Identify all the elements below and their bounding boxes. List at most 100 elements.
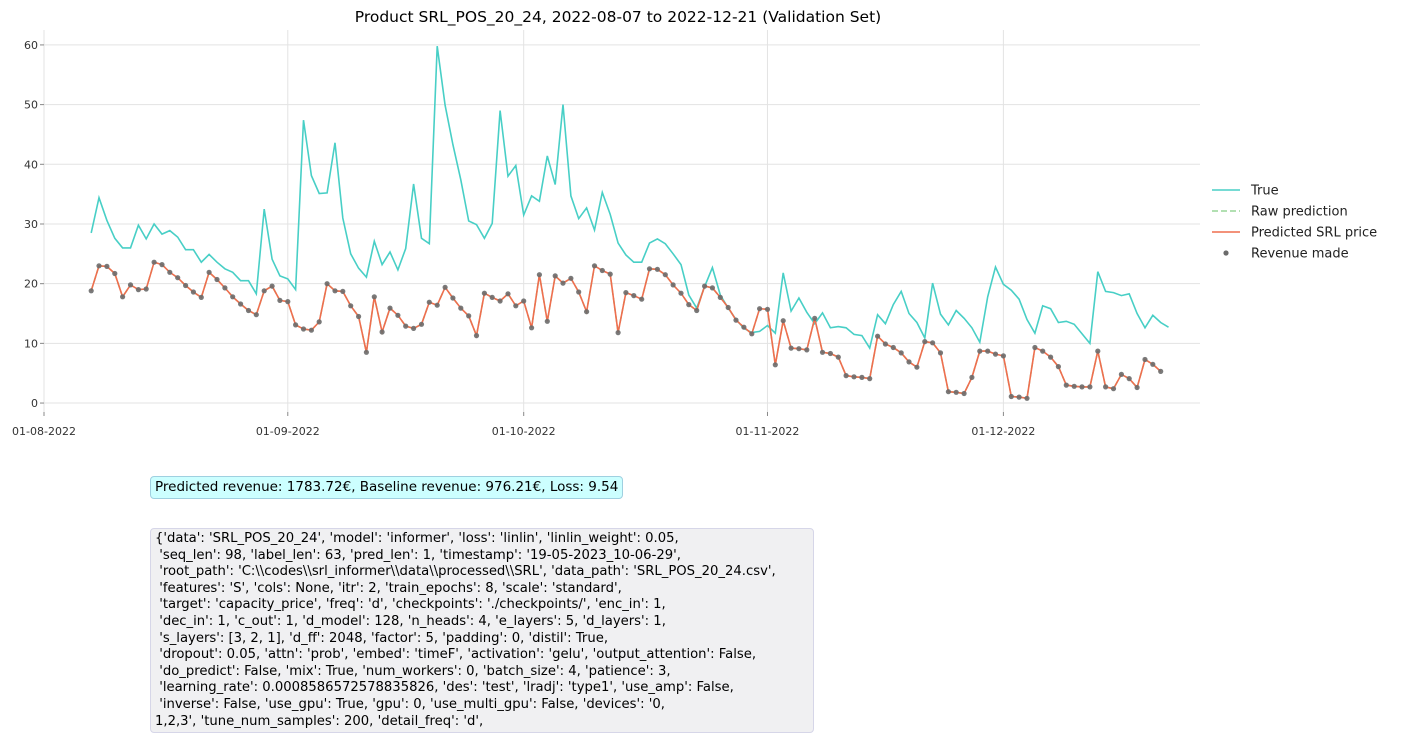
revenue-point — [639, 296, 645, 302]
revenue-point — [1008, 393, 1014, 400]
revenue-point — [159, 262, 165, 268]
revenue-point — [953, 389, 959, 395]
validation-chart: Product SRL_POS_20_24, 2022-08-07 to 202… — [12, 8, 1377, 438]
x-tick-label: 01-10-2022 — [492, 425, 556, 438]
revenue-point — [261, 288, 267, 294]
revenue-point — [88, 288, 94, 294]
revenue-point — [458, 305, 464, 311]
revenue-point — [450, 295, 456, 301]
revenue-point — [914, 364, 920, 370]
series-true — [90, 45, 1169, 351]
revenue-point — [1024, 395, 1030, 401]
revenue-point — [568, 275, 574, 281]
revenue-point — [1079, 384, 1085, 390]
revenue-point — [300, 326, 307, 332]
revenue-point — [308, 327, 314, 333]
y-tick-label: 60 — [24, 39, 38, 52]
x-tick-label: 01-08-2022 — [12, 425, 76, 438]
legend-item: Predicted SRL price — [1212, 226, 1377, 241]
revenue-point — [741, 324, 747, 330]
series-revenue-made — [88, 259, 1164, 401]
revenue-point — [379, 329, 385, 335]
revenue-point — [780, 318, 786, 324]
revenue-point — [167, 269, 173, 275]
revenue-point — [992, 351, 999, 357]
y-axis: 0 10 20 30 40 50 60 — [24, 39, 44, 410]
revenue-point — [985, 348, 991, 354]
revenue-point — [269, 283, 275, 289]
revenue-point — [749, 331, 755, 337]
revenue-point — [772, 362, 778, 368]
revenue-point — [607, 271, 613, 277]
revenue-point — [930, 340, 936, 346]
revenue-point — [827, 350, 834, 357]
revenue-point — [591, 263, 598, 269]
revenue-point — [521, 298, 527, 304]
revenue-point — [198, 294, 204, 300]
revenue-point — [969, 374, 975, 380]
revenue-point — [796, 346, 802, 352]
legend-label: Revenue made — [1251, 247, 1349, 262]
revenue-point — [371, 294, 377, 300]
revenue-point — [497, 298, 503, 304]
plot-area — [88, 45, 1169, 401]
grid-lines — [43, 30, 1200, 412]
revenue-point — [898, 350, 904, 356]
revenue-point — [151, 259, 157, 265]
revenue-point — [1095, 348, 1101, 354]
y-tick-label: 40 — [24, 158, 38, 171]
revenue-point — [1000, 353, 1007, 359]
revenue-point — [127, 282, 134, 288]
revenue-point — [363, 349, 369, 355]
revenue-point — [906, 359, 912, 365]
revenue-point — [882, 341, 889, 347]
series-predicted-srl-price — [90, 261, 1162, 400]
revenue-point — [356, 313, 362, 320]
revenue-point — [576, 289, 582, 295]
revenue-point — [560, 280, 566, 286]
revenue-point — [1055, 364, 1061, 370]
revenue-point — [812, 315, 818, 321]
revenue-point — [442, 284, 448, 290]
revenue-point — [395, 312, 401, 318]
x-axis: 01-08-2022 01-09-2022 01-10-2022 01-11-2022… — [12, 412, 1035, 438]
revenue-point — [222, 285, 228, 291]
revenue-point — [324, 281, 330, 287]
y-tick-label: 10 — [24, 337, 38, 350]
revenue-point — [112, 270, 118, 277]
revenue-point — [505, 291, 511, 297]
revenue-point — [867, 376, 873, 382]
revenue-point — [1126, 376, 1132, 382]
revenue-point — [631, 293, 637, 299]
revenue-point — [230, 294, 236, 300]
revenue-point — [340, 288, 346, 294]
y-tick-label: 20 — [24, 278, 38, 291]
series-raw-prediction — [90, 261, 1162, 400]
revenue-point — [599, 267, 605, 274]
revenue-point — [513, 303, 519, 309]
y-tick-label: 30 — [24, 218, 38, 231]
revenue-point — [757, 306, 763, 312]
revenue-point — [1118, 371, 1124, 377]
revenue-point — [717, 294, 723, 300]
x-tick-label: 01-11-2022 — [736, 425, 800, 438]
legend: True Raw prediction Predicted SRL price Rev… — [1212, 184, 1377, 262]
revenue-point — [1040, 348, 1046, 354]
revenue-point — [890, 344, 896, 351]
revenue-point — [316, 319, 322, 325]
revenue-point — [434, 302, 440, 308]
revenue-point — [977, 348, 983, 354]
revenue-point — [1134, 384, 1140, 391]
revenue-point — [623, 290, 629, 296]
revenue-point — [544, 318, 550, 324]
revenue-point — [1071, 383, 1077, 389]
revenue-point — [473, 333, 480, 339]
legend-item: Raw prediction — [1212, 205, 1348, 220]
revenue-point — [1048, 354, 1054, 360]
revenue-point — [387, 305, 393, 311]
revenue-point — [875, 333, 881, 339]
revenue-point — [819, 349, 826, 355]
revenue-point — [175, 275, 181, 281]
revenue-point — [536, 272, 543, 278]
revenue-point — [214, 276, 220, 283]
